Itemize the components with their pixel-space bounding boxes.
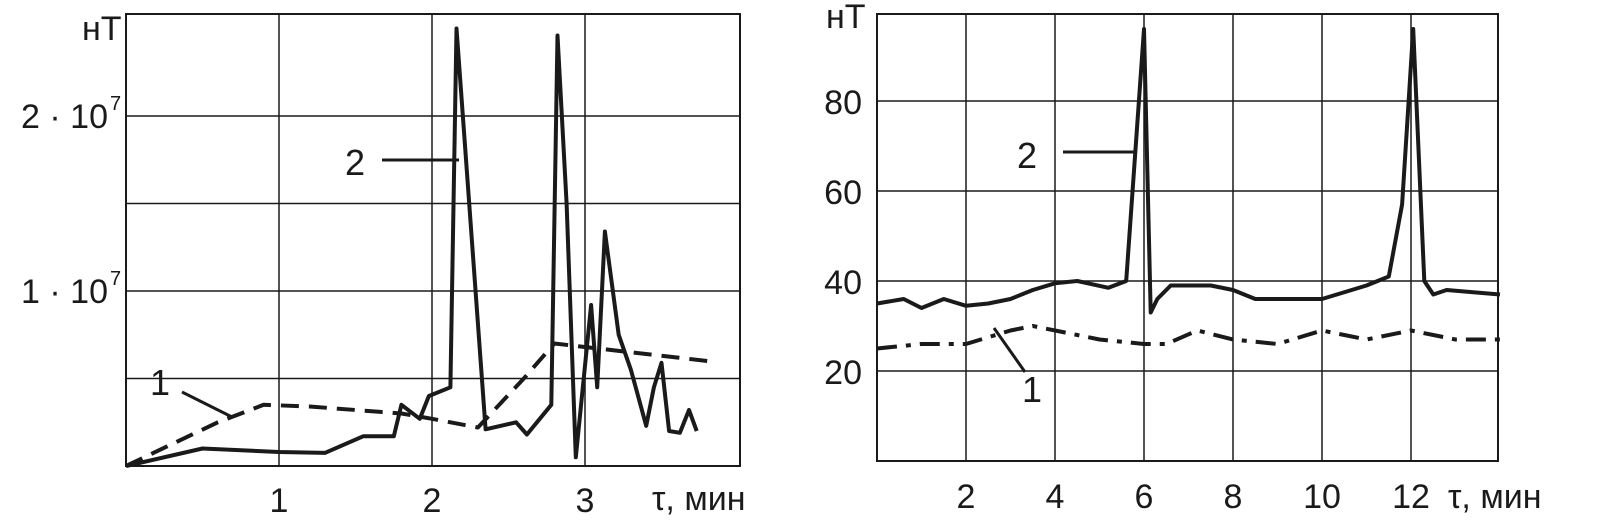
chart-right-label-1: 1 (1022, 369, 1042, 410)
chart-right-y-tick: 20 (824, 354, 862, 392)
chart-right-label-2: 2 (1017, 135, 1037, 176)
chart-right-annotation-2: 2 (1017, 135, 1135, 176)
chart-right-x-unit: τ, мин (1448, 478, 1541, 516)
chart-left-x-tick: 1 (270, 482, 289, 520)
chart-right-grid (877, 14, 1498, 461)
chart-left-x-unit: τ, мин (652, 480, 745, 518)
chart-left-label-1: 1 (150, 362, 170, 403)
chart-right-series-2 (876, 27, 1501, 315)
chart-right-y-tick: 80 (824, 84, 862, 122)
chart-right-x-tick: 10 (1303, 478, 1341, 516)
chart-left-x-tick: 2 (423, 482, 442, 520)
chart-left-frame (125, 13, 741, 467)
chart-right: 2 4 6 8 10 12 20 40 60 80 нТ τ, мин 1 2 (824, 0, 1541, 516)
chart-left-plot-frame (125, 13, 741, 467)
chart-right-series-1 (876, 324, 1500, 351)
chart-left-label-2: 2 (345, 142, 365, 183)
chart-left-series-2 (125, 26, 699, 468)
chart-right-y-tick: 60 (824, 174, 862, 212)
chart-left-ticks: 1 2 32 · 10 71 · 10 7 (21, 93, 594, 520)
chart-right-y-unit: нТ (826, 0, 866, 36)
chart-right-frame (876, 13, 1499, 462)
chart-left-series (125, 26, 708, 468)
chart-left-grid (126, 14, 740, 466)
chart-right-x-tick: 8 (1224, 478, 1243, 516)
chart-right-x-tick: 6 (1135, 478, 1154, 516)
chart-right-series (876, 27, 1501, 351)
chart-right-x-tick: 2 (957, 478, 976, 516)
chart-left-x-tick: 3 (576, 482, 595, 520)
chart-right-plot-frame (876, 13, 1499, 462)
chart-left-y-unit: нТ (82, 10, 122, 48)
chart-left-y-tick: 2 · 10 (21, 98, 108, 136)
chart-left-y-tick: 1 · 10 (21, 273, 108, 311)
chart-right-x-tick: 12 (1392, 478, 1430, 516)
chart-right-y-tick: 40 (824, 264, 862, 302)
chart-left-y-tick-exp: 7 (110, 93, 121, 115)
chart-left: 1 2 32 · 10 71 · 10 7 нТ τ, мин 1 2 (21, 10, 745, 520)
chart-right-x-tick: 4 (1046, 478, 1065, 516)
chart-left-annotation-1: 1 (150, 362, 233, 419)
chart-left-annotation-2: 2 (345, 142, 459, 183)
chart-right-annotation-1: 1 (992, 327, 1042, 410)
chart-left-y-tick-exp: 7 (110, 268, 121, 290)
